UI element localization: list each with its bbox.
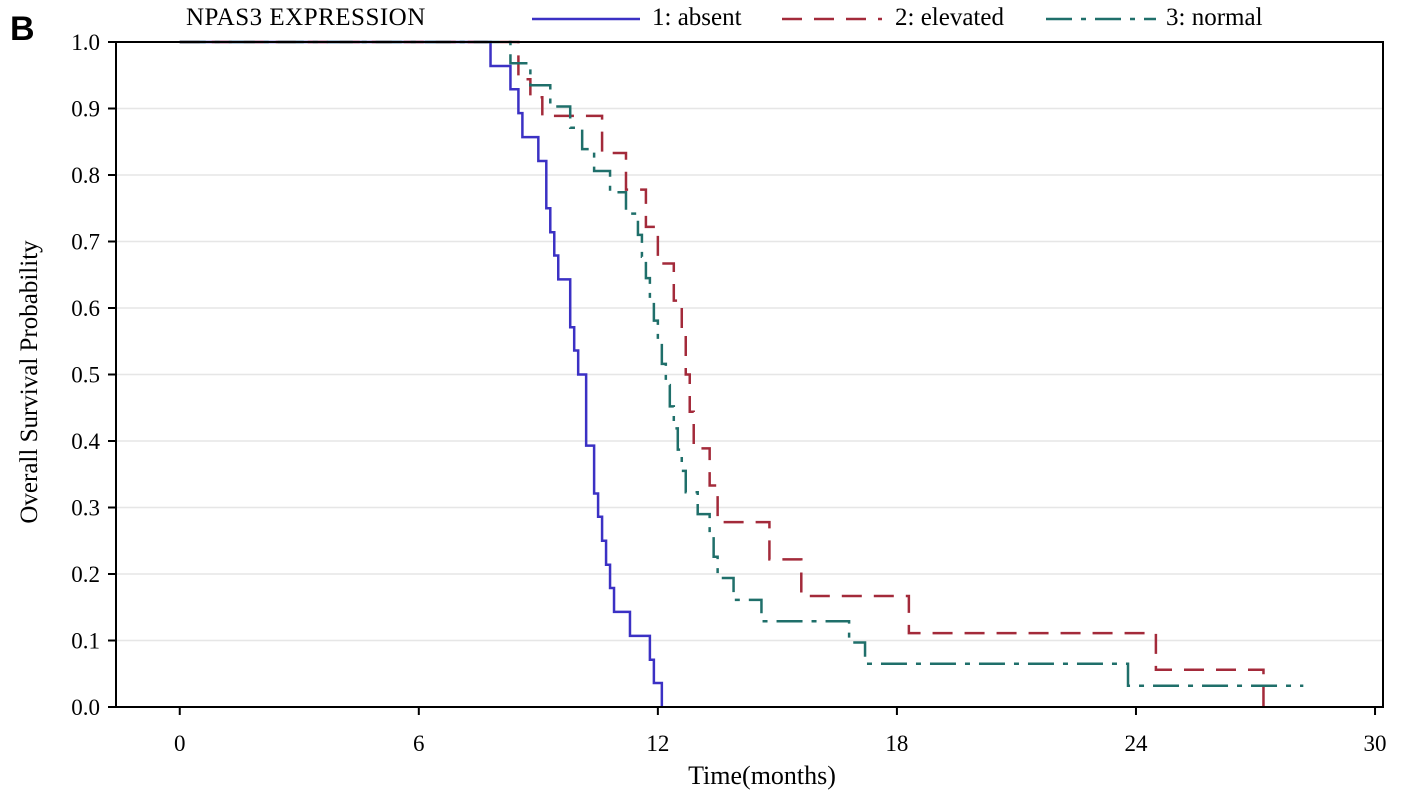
x-tick-label: 18 xyxy=(885,731,908,756)
y-tick-label: 1.0 xyxy=(71,30,100,55)
legend-title: NPAS3 EXPRESSION xyxy=(186,4,426,31)
y-tick-label: 0.0 xyxy=(71,695,100,720)
y-tick-label: 0.9 xyxy=(71,97,100,122)
series-line-3 xyxy=(179,40,1304,687)
x-tick-label: 12 xyxy=(646,731,669,756)
y-tick-label: 0.7 xyxy=(71,230,100,255)
series-layer xyxy=(179,40,1304,707)
x-tick-label: 0 xyxy=(174,731,186,756)
y-tick-label: 0.4 xyxy=(71,429,100,454)
y-tick-label: 0.8 xyxy=(71,163,100,188)
y-tick-label: 0.3 xyxy=(71,496,100,521)
legend-label-normal: 3: normal xyxy=(1166,4,1263,31)
grid-lines xyxy=(116,107,1383,642)
panel-label: B xyxy=(10,10,35,48)
x-axis-label: Time(months) xyxy=(688,761,836,790)
y-tick-label: 0.1 xyxy=(71,629,100,654)
series-line-1 xyxy=(179,40,664,707)
series-line-2 xyxy=(179,40,1265,707)
x-tick-label: 30 xyxy=(1364,731,1387,756)
y-tick-label: 0.6 xyxy=(71,296,100,321)
legend-label-absent: 1: absent xyxy=(652,4,742,31)
x-tick-label: 24 xyxy=(1124,731,1148,756)
y-tick-label: 0.2 xyxy=(71,562,100,587)
x-axis: 0 6 12 18 24 30 xyxy=(174,707,1387,756)
x-tick-label: 6 xyxy=(413,731,425,756)
y-tick-label: 0.5 xyxy=(71,363,100,388)
legend-label-elevated: 2: elevated xyxy=(895,4,1004,31)
y-axis: 0.0 0.1 0.2 0.3 0.4 0.5 0.6 0.7 0.8 0.9 1.0 xyxy=(71,30,116,720)
